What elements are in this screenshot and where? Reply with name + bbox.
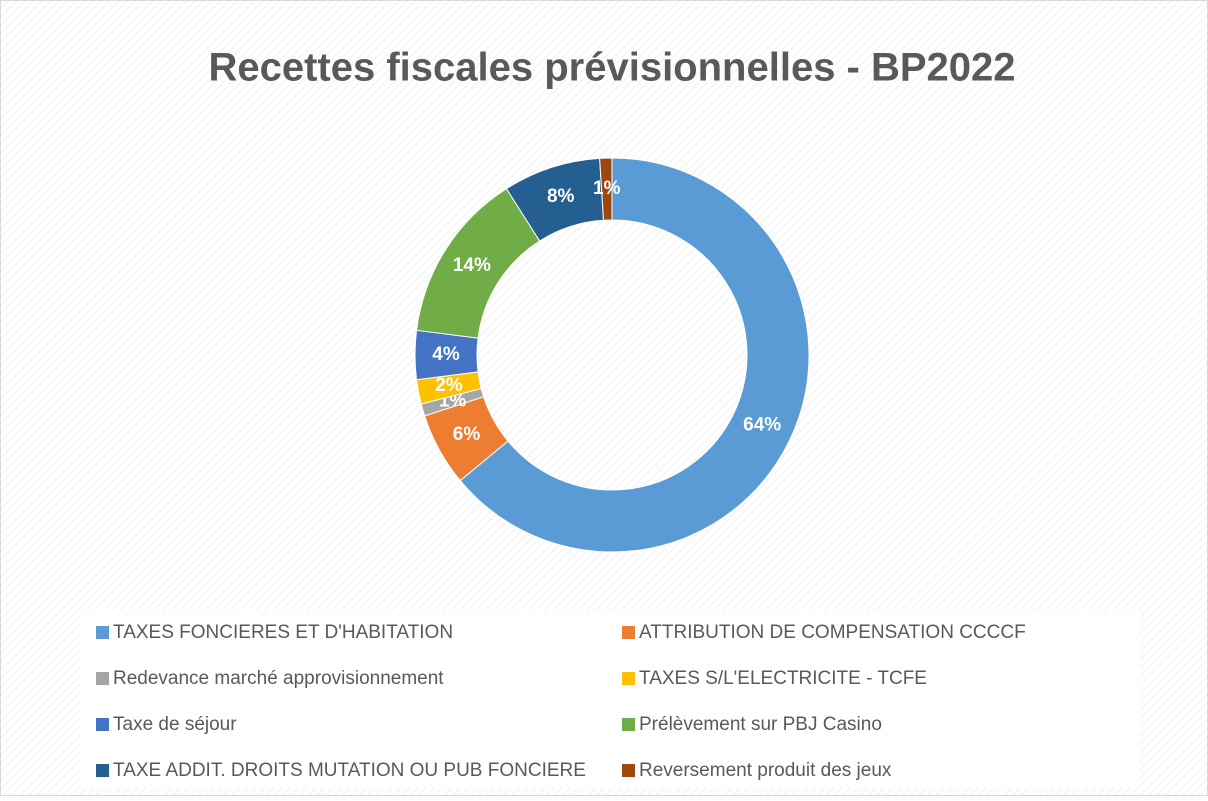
legend-swatch [622,626,635,639]
legend-swatch [622,718,635,731]
donut-segment [459,157,810,553]
data-label: 1% [593,178,621,199]
legend-label: Reversement produit des jeux [639,760,892,781]
legend-label: TAXES FONCIERES ET D'HABITATION [113,622,453,643]
donut-segment [599,157,613,221]
data-label: 6% [453,424,481,445]
data-label: 8% [547,186,575,207]
legend-label: TAXES S/L'ELECTRICITE - TCFE [639,668,927,689]
data-label: 14% [453,255,491,276]
legend-swatch [96,718,109,731]
legend-swatch [96,672,109,685]
legend-swatch [96,764,109,777]
legend-swatch [96,626,109,639]
data-label: 4% [432,344,460,365]
legend-label: Taxe de séjour [113,714,237,735]
legend-label: TAXE ADDIT. DROITS MUTATION OU PUB FONCI… [113,760,586,781]
legend-swatch [622,672,635,685]
legend-swatch [622,764,635,777]
legend-label: Prélèvement sur PBJ Casino [639,714,882,735]
data-label: 2% [435,375,463,396]
legend-label: ATTRIBUTION DE COMPENSATION CCCCF [639,622,1026,643]
chart-title: Recettes fiscales prévisionnelles - BP20… [208,46,1015,90]
legend-box [80,610,1140,788]
data-label: 64% [743,415,781,436]
legend-label: Redevance marché approvisionnement [113,668,444,689]
